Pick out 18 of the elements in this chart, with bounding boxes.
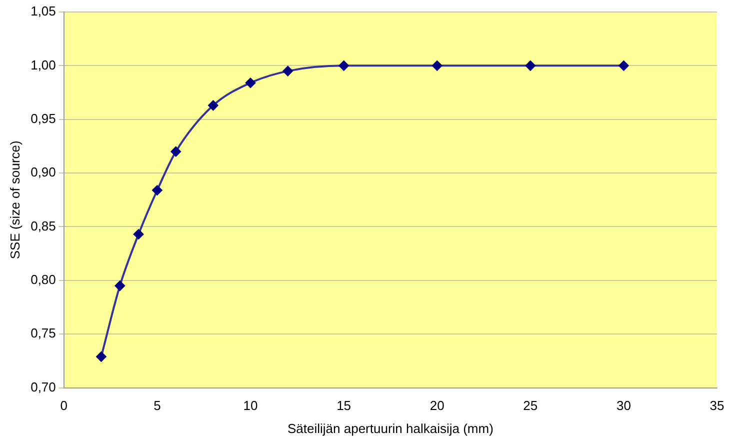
- x-tick-label: 35: [710, 398, 724, 414]
- y-tick-label: 0,80: [30, 272, 56, 288]
- x-tick-label: 15: [336, 398, 352, 414]
- y-tick-label: 0,95: [30, 110, 56, 126]
- x-tick-label: 0: [60, 398, 68, 414]
- y-tick-label: 0,70: [30, 379, 56, 394]
- y-tick-label: 0,85: [30, 218, 56, 234]
- x-axis-title: Säteilijän apertuurin halkaisija (mm): [287, 420, 494, 436]
- x-tick-label: 25: [523, 398, 538, 414]
- y-tick-label: 1,05: [30, 4, 56, 19]
- x-tick-label: 20: [430, 398, 444, 414]
- y-tick-label: 0,90: [30, 164, 56, 180]
- x-tick-label: 10: [243, 398, 258, 414]
- y-tick-label: 0,75: [30, 326, 56, 341]
- y-tick-label: 1,00: [30, 57, 56, 72]
- x-tick-label: 5: [154, 398, 161, 414]
- y-axis-title: SSE (size of source): [7, 140, 22, 260]
- x-tick-label: 30: [616, 398, 631, 414]
